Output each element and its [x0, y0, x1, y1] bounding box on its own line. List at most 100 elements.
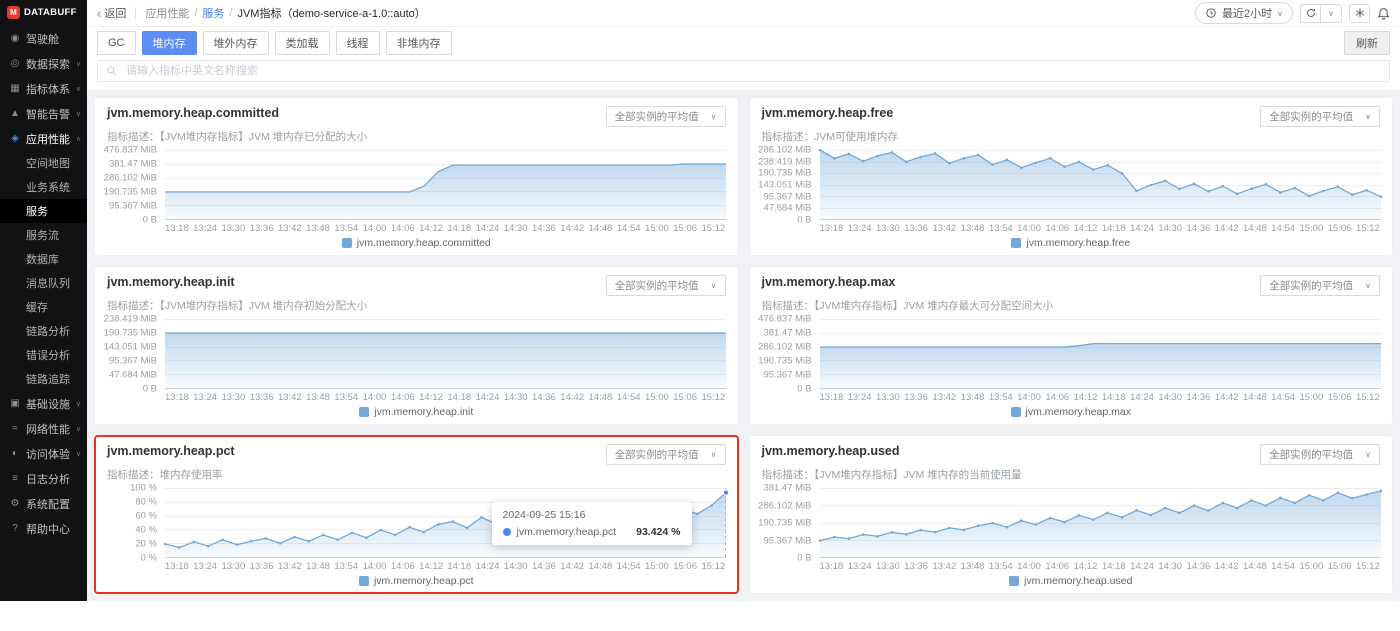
x-tick-label: 14:24 [475, 561, 500, 572]
legend-label: jvm.memory.heap.pct [373, 575, 474, 587]
sidebar-item-smart-alert[interactable]: ▲ 智能告警 ∨ [0, 101, 87, 126]
sidebar-item-metric-system[interactable]: ▦ 指标体系 ∨ [0, 76, 87, 101]
chart-legend[interactable]: jvm.memory.heap.committed [107, 237, 726, 249]
y-tick-label: 40 % [135, 524, 157, 536]
chart-card-heap-free: jvm.memory.heap.free 全部实例的平均值 ∨ 指标描述：JVM… [749, 98, 1392, 255]
sidebar-item-service[interactable]: 服务 [0, 199, 87, 223]
chart-area: 476.837 MiB 381.47 MiB 286.102 MiB 190.735 … [758, 314, 1381, 395]
chart-legend[interactable]: jvm.memory.heap.pct [107, 575, 726, 587]
refresh-interval-dropdown[interactable]: ∨ [1321, 3, 1342, 23]
instance-selector[interactable]: 全部实例的平均值 ∨ [1260, 275, 1380, 296]
instance-selector[interactable]: 全部实例的平均值 ∨ [605, 106, 726, 127]
notifications-button[interactable] [1377, 7, 1390, 20]
legend-swatch [1010, 407, 1021, 417]
tab-GC[interactable]: GC [97, 30, 136, 55]
x-tick-label: 14:36 [532, 561, 556, 572]
x-tick-label: 14:06 [1045, 392, 1070, 403]
sidebar-item-logs[interactable]: ≡ 日志分析 [0, 466, 87, 491]
sidebar-item-config[interactable]: ⚙ 系统配置 [0, 491, 87, 516]
x-tick-label: 14:00 [362, 561, 387, 572]
chevron-down-icon: ∨ [1277, 8, 1283, 18]
sidebar-item-message-queue[interactable]: 消息队列 [26, 278, 70, 290]
back-button[interactable]: ‹ 返回 [97, 5, 126, 21]
time-range-select[interactable]: 最近2小时 ∨ [1195, 2, 1293, 24]
chart-plot[interactable] [818, 148, 1382, 220]
chart-canvas [818, 148, 1382, 220]
x-tick-label: 15:12 [701, 561, 726, 572]
sidebar-item-database[interactable]: 数据库 [26, 254, 59, 266]
x-tick-label: 13:36 [249, 392, 274, 403]
tab-线程[interactable]: 线程 [335, 30, 380, 55]
sidebar-item-infrastructure[interactable]: ▣ 基础设施 ∨ [0, 391, 87, 416]
sidebar-item-space-map[interactable]: 空间地图 [26, 158, 70, 170]
chart-description: 指标描述：堆内存使用率 [107, 469, 223, 481]
y-tick-label: 286.102 MiB [758, 500, 812, 511]
experience-icon: ◐ [11, 448, 19, 459]
search-bar [87, 58, 1400, 90]
x-tick-label: 14:12 [1073, 561, 1098, 572]
x-tick-label: 14:12 [419, 392, 443, 403]
y-tick-label: 47.684 MiB [108, 369, 157, 381]
chevron-down-icon: ∨ [1328, 8, 1334, 18]
y-tick-label: 381.47 MiB [763, 327, 812, 339]
search-input[interactable] [124, 64, 1381, 78]
tab-堆内存[interactable]: 堆内存 [141, 30, 197, 55]
instance-selector-label: 全部实例的平均值 [1269, 280, 1354, 292]
chart-plot[interactable]: 2024-09-25 15:16 jvm.memory.heap.pct 93.42… [163, 488, 730, 558]
chart-plot[interactable] [165, 319, 726, 389]
instance-selector[interactable]: 全部实例的平均值 ∨ [605, 275, 726, 296]
x-tick-label: 13:30 [221, 392, 246, 403]
sidebar-item-help[interactable]: ? 帮助中心 [0, 516, 87, 541]
sidebar-item-experience[interactable]: ◐ 访问体验 ∨ [0, 441, 87, 466]
legend-swatch [359, 407, 370, 417]
sidebar-item-apm[interactable]: ◈ 应用性能 ∧ [0, 126, 87, 151]
chart-legend[interactable]: jvm.memory.heap.free [762, 237, 1381, 249]
apm-icon: ◈ [11, 133, 19, 144]
tab-类加载[interactable]: 类加载 [274, 30, 330, 55]
instance-selector[interactable]: 全部实例的平均值 ∨ [605, 444, 726, 465]
x-axis-labels: 13:18 13:24 13:30 13:36 13:42 13:48 13:54 14:00… [820, 392, 1381, 403]
x-tick-label: 14:06 [1045, 561, 1070, 572]
breadcrumb-item[interactable]: 服务 [202, 8, 225, 20]
tooltip-value: 93.424 % [636, 526, 681, 538]
refresh-button[interactable]: 刷新 [1344, 30, 1390, 55]
chart-legend[interactable]: jvm.memory.heap.max [762, 406, 1381, 418]
brand-logo[interactable]: M DATABUFF [0, 0, 87, 24]
tab-非堆内存[interactable]: 非堆内存 [385, 30, 452, 55]
sidebar-item-data-explore[interactable]: ◎ 数据探索 ∨ [0, 51, 87, 76]
tab-堆外内存[interactable]: 堆外内存 [202, 30, 269, 55]
chart-canvas [165, 319, 726, 389]
x-tick-label: 13:18 [165, 223, 189, 234]
instance-selector[interactable]: 全部实例的平均值 ∨ [1260, 106, 1380, 127]
search-box[interactable] [97, 60, 1390, 82]
sidebar-item-error-analysis[interactable]: 错误分析 [26, 350, 70, 362]
theme-button[interactable] [1349, 3, 1370, 23]
x-tick-label: 13:30 [221, 223, 246, 234]
x-tick-label: 13:24 [847, 561, 872, 572]
x-tick-label: 13:48 [960, 223, 985, 234]
x-axis-labels: 13:18 13:24 13:30 13:36 13:42 13:48 13:54 14:00… [165, 392, 726, 403]
sidebar-item-overview[interactable]: ◉ 驾驶舱 [0, 26, 87, 51]
chart-plot[interactable] [165, 150, 726, 220]
y-tick-label: 0 B [142, 383, 157, 395]
chart-legend[interactable]: jvm.memory.heap.used [762, 575, 1381, 587]
sidebar-item-cache[interactable]: 缓存 [26, 302, 48, 314]
sidebar-item-network[interactable]: ≈ 网络性能 ∨ [0, 416, 87, 441]
chart-legend[interactable]: jvm.memory.heap.init [107, 406, 726, 418]
sidebar-item-trace-analysis[interactable]: 链路分析 [26, 326, 70, 338]
y-axis-labels: 238.419 MiB 190.735 MiB 143.051 MiB 95.367 … [104, 314, 165, 395]
sidebar-item-business-system[interactable]: 业务系统 [26, 182, 70, 194]
instance-selector[interactable]: 全部实例的平均值 ∨ [1260, 444, 1380, 465]
y-tick-label: 20 % [135, 538, 157, 550]
auto-refresh-button[interactable] [1300, 3, 1321, 23]
sidebar-item-trace[interactable]: 链路追踪 [26, 374, 70, 386]
x-tick-label: 14:42 [1214, 392, 1239, 403]
tooltip-series-name: jvm.memory.heap.pct [516, 526, 617, 538]
x-tick-label: 14:42 [560, 561, 585, 572]
sidebar-item-service-flow[interactable]: 服务流 [26, 230, 59, 242]
chart-plot[interactable] [819, 319, 1381, 389]
clock-icon [1206, 8, 1216, 18]
x-tick-label: 13:54 [334, 561, 359, 572]
logs-icon: ≡ [12, 473, 18, 484]
chart-plot[interactable] [818, 488, 1382, 558]
